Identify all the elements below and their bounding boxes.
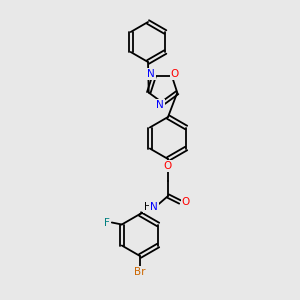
Text: N: N <box>156 100 164 110</box>
Text: N: N <box>147 69 155 79</box>
Text: O: O <box>164 161 172 171</box>
Text: Br: Br <box>134 267 146 277</box>
Text: O: O <box>171 69 179 79</box>
Text: F: F <box>104 218 110 227</box>
Text: N: N <box>150 202 158 212</box>
Text: O: O <box>182 197 190 207</box>
Text: H: H <box>144 202 152 212</box>
